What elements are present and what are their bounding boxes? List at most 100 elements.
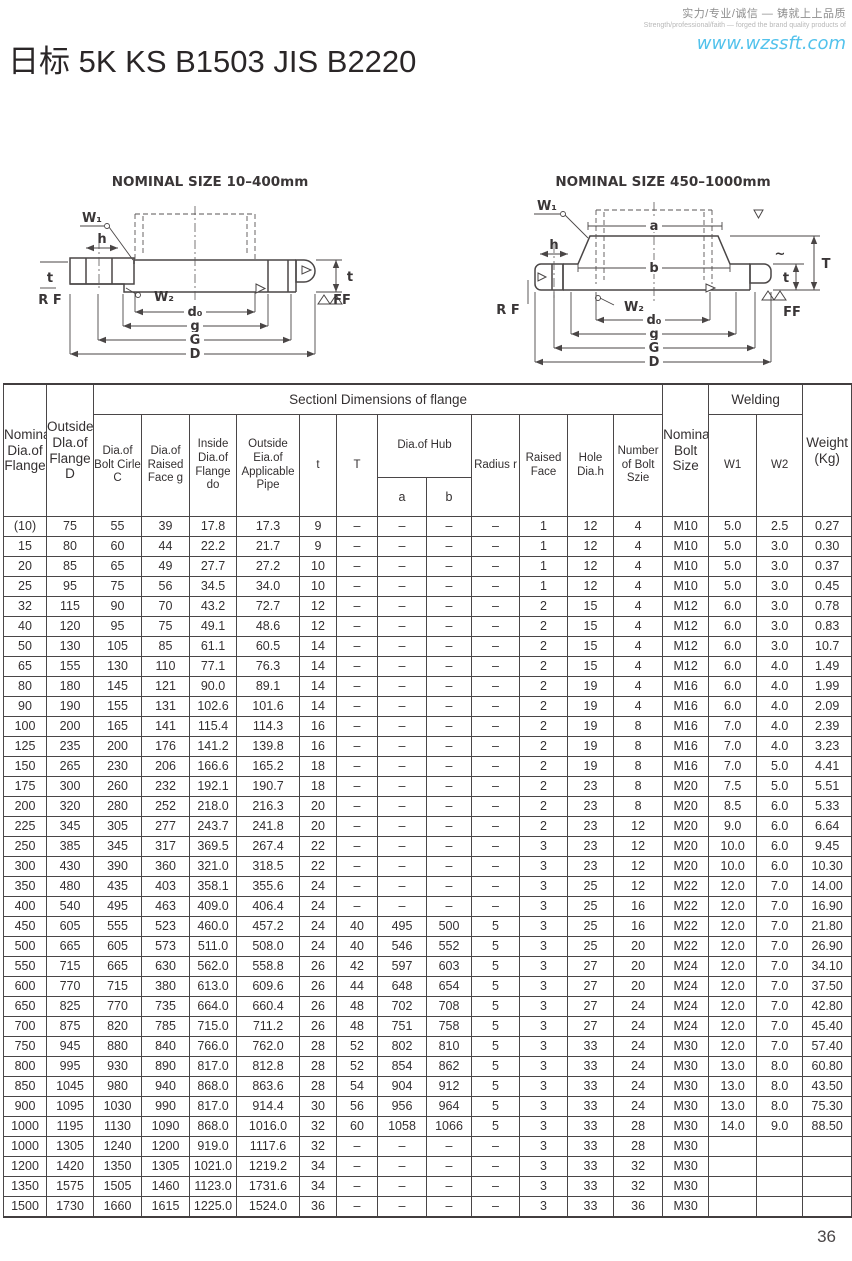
table-cell: 5 bbox=[471, 1036, 520, 1057]
table-cell: 77.1 bbox=[189, 656, 237, 677]
table-cell: 1200 bbox=[141, 1136, 190, 1157]
table-cell: 460.0 bbox=[189, 916, 237, 937]
table-cell: 0.30 bbox=[802, 536, 852, 557]
table-cell bbox=[802, 1176, 852, 1197]
table-cell: M16 bbox=[662, 756, 710, 777]
table-cell: 762.0 bbox=[236, 1036, 300, 1057]
table-cell: M30 bbox=[662, 1136, 710, 1157]
col-header-a: a bbox=[377, 477, 427, 517]
table-cell: 235 bbox=[46, 736, 94, 757]
table-cell: 33 bbox=[567, 1076, 614, 1097]
table-cell: 267.4 bbox=[236, 836, 300, 857]
table-cell: M22 bbox=[662, 876, 710, 897]
table-cell: 15 bbox=[567, 656, 614, 677]
table-cell: 1030 bbox=[93, 1096, 142, 1117]
table-cell: 166.6 bbox=[189, 756, 237, 777]
table-cell: 23 bbox=[567, 856, 614, 877]
table-cell: M16 bbox=[662, 716, 710, 737]
flange-section-drawing-small: NOMINAL SIZE 10–400mm h W₁ W₂ t R F t FF… bbox=[38, 174, 353, 362]
table-cell: 6.0 bbox=[756, 816, 804, 837]
table-cell: 45.40 bbox=[802, 1016, 852, 1037]
table-cell: 12 bbox=[612, 856, 664, 877]
table-cell: 0.83 bbox=[802, 616, 852, 637]
table-cell: 5.0 bbox=[756, 756, 804, 777]
table-cell: 875 bbox=[46, 1016, 94, 1037]
table-cell: 54 bbox=[336, 1076, 378, 1097]
table-cell: 34.5 bbox=[189, 576, 237, 597]
table-cell: 300 bbox=[46, 776, 94, 797]
table-cell: M24 bbox=[662, 976, 710, 997]
table-cell: – bbox=[336, 636, 378, 657]
table-cell: 1350 bbox=[93, 1156, 142, 1177]
table-cell bbox=[802, 1196, 852, 1218]
table-cell: 345 bbox=[93, 836, 142, 857]
table-cell: – bbox=[377, 576, 427, 597]
label-w1: W₁ bbox=[82, 211, 102, 226]
table-cell: 2 bbox=[519, 756, 568, 777]
table-cell: 5 bbox=[471, 936, 520, 957]
table-cell: 14 bbox=[299, 676, 337, 697]
table-cell: 32 bbox=[612, 1156, 664, 1177]
table-cell: – bbox=[336, 516, 378, 537]
table-cell: 0.37 bbox=[802, 556, 852, 577]
label-rf: R F bbox=[496, 303, 519, 318]
table-cell: – bbox=[377, 856, 427, 877]
table-cell: 6.0 bbox=[756, 796, 804, 817]
table-cell: – bbox=[336, 616, 378, 637]
table-cell: 176 bbox=[141, 736, 190, 757]
table-cell: M22 bbox=[662, 936, 710, 957]
table-cell: 27.2 bbox=[236, 556, 300, 577]
table-cell: 605 bbox=[93, 936, 142, 957]
table-cell: 6.64 bbox=[802, 816, 852, 837]
table-cell: 945 bbox=[46, 1036, 94, 1057]
table-cell: 17.3 bbox=[236, 516, 300, 537]
table-cell: 7.0 bbox=[756, 1036, 804, 1057]
table-cell: – bbox=[471, 596, 520, 617]
table-cell: 1505 bbox=[93, 1176, 142, 1197]
table-row: 850 1045 980 940 868.0 863.6 28 54 904 912 5 3 33 24 M… bbox=[3, 1076, 852, 1097]
table-cell: 80 bbox=[3, 676, 47, 697]
table-cell: 3.0 bbox=[756, 616, 804, 637]
table-cell: M16 bbox=[662, 696, 710, 717]
table-cell: 1000 bbox=[3, 1136, 47, 1157]
table-cell: 48.6 bbox=[236, 616, 300, 637]
table-cell: 6.0 bbox=[708, 616, 758, 637]
page-number: 36 bbox=[817, 1227, 836, 1246]
table-cell: – bbox=[336, 576, 378, 597]
table-cell: 15 bbox=[567, 636, 614, 657]
table-cell: 665 bbox=[93, 956, 142, 977]
table-body: (10) 75 55 39 17.8 17.3 9– – – –1 12 4 M10 5.0 2.5 0.27… bbox=[3, 516, 852, 1218]
table-cell: – bbox=[336, 876, 378, 897]
table-row: 750 945 880 840 766.0 762.0 28 52 802 810 5 3 33 24 M3… bbox=[3, 1036, 852, 1057]
table-cell: 735 bbox=[141, 996, 190, 1017]
table-cell: 2 bbox=[519, 676, 568, 697]
table-cell: 6.0 bbox=[708, 636, 758, 657]
table-cell: 654 bbox=[426, 976, 472, 997]
table-cell: 7.0 bbox=[756, 956, 804, 977]
table-cell: 4.0 bbox=[756, 716, 804, 737]
table-row: 1000 1305 1240 1200 919.0 1117.6 32– – – –3 33 28 M3… bbox=[3, 1136, 852, 1157]
table-cell: – bbox=[426, 736, 472, 757]
table-cell: 120 bbox=[46, 616, 94, 637]
table-cell: 23 bbox=[567, 776, 614, 797]
table-cell: 863.6 bbox=[236, 1076, 300, 1097]
table-cell: – bbox=[426, 756, 472, 777]
table-cell: – bbox=[377, 756, 427, 777]
table-cell: 175 bbox=[3, 776, 47, 797]
table-cell: 90 bbox=[3, 696, 47, 717]
table-cell: 200 bbox=[3, 796, 47, 817]
table-cell: 16 bbox=[299, 736, 337, 757]
table-cell: 2 bbox=[519, 776, 568, 797]
table-cell: 12.0 bbox=[708, 896, 758, 917]
table-cell: 33 bbox=[567, 1176, 614, 1197]
table-cell: 5 bbox=[471, 1076, 520, 1097]
table-cell: – bbox=[426, 636, 472, 657]
table-cell: 42 bbox=[336, 956, 378, 977]
table-cell: 1090 bbox=[141, 1116, 190, 1137]
table-row: 1000 1195 1130 1090 868.0 1016.0 32 60 1058 1066 5… bbox=[3, 1116, 852, 1137]
table-cell: 95 bbox=[46, 576, 94, 597]
table-cell: 19 bbox=[567, 716, 614, 737]
table-cell: 500 bbox=[426, 916, 472, 937]
table-cell: – bbox=[336, 536, 378, 557]
table-cell: 511.0 bbox=[189, 936, 237, 957]
